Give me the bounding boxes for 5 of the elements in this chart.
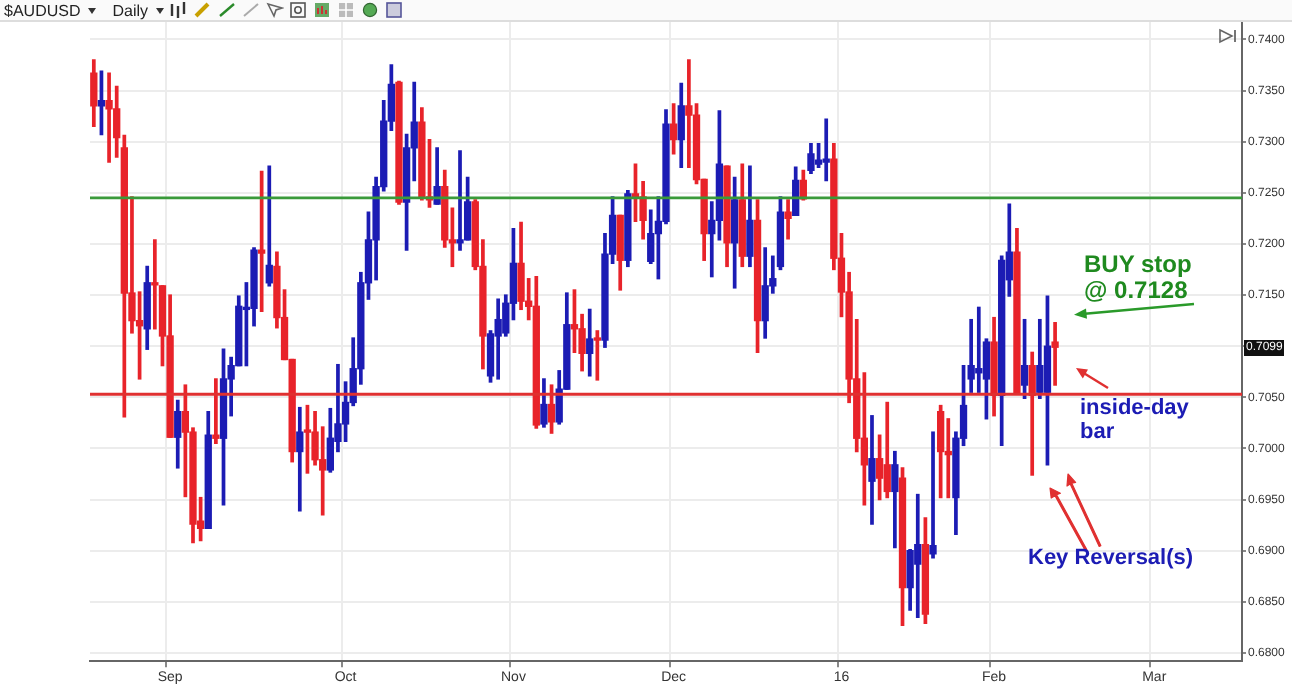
annotation: Key Reversal(s) — [1028, 546, 1194, 572]
annotation: inside-day bar — [1080, 396, 1189, 445]
annotation: BUY stop @ 0.7128 — [1084, 250, 1192, 304]
chart-subtitle: Daily — [112, 1, 149, 19]
chart-title: $AUDUSD — [4, 1, 81, 19]
